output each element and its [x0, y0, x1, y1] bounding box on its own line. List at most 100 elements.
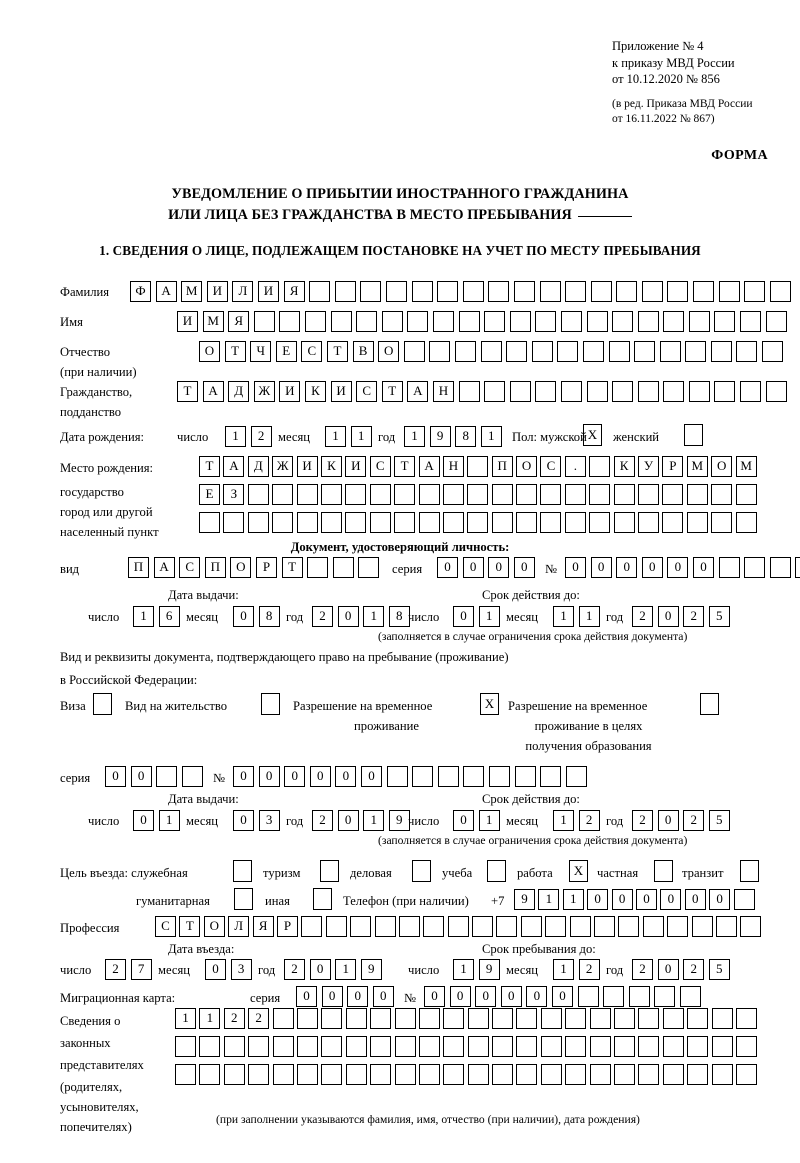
cell[interactable] [181, 766, 203, 787]
cell[interactable] [735, 484, 757, 505]
cell[interactable]: Д [247, 456, 269, 477]
cell[interactable]: 2 [632, 606, 653, 627]
cell[interactable]: А [223, 456, 245, 477]
cell[interactable] [654, 986, 676, 1007]
cell[interactable]: Т [199, 456, 220, 477]
cell[interactable] [637, 381, 659, 402]
cell[interactable] [577, 986, 599, 1007]
cell[interactable] [540, 1064, 562, 1085]
cell[interactable] [614, 1008, 636, 1029]
cell[interactable]: Е [199, 484, 220, 505]
cell[interactable] [429, 341, 451, 362]
cell[interactable] [491, 512, 513, 533]
cell[interactable] [769, 557, 791, 578]
cell[interactable] [765, 381, 787, 402]
cell[interactable] [589, 1008, 611, 1029]
cell[interactable] [272, 1036, 294, 1057]
cell[interactable]: 1 [553, 606, 574, 627]
cell[interactable]: 2 [683, 959, 705, 980]
cell[interactable]: 0 [309, 959, 331, 980]
cell[interactable]: 1 [478, 606, 500, 627]
cell[interactable]: И [296, 456, 318, 477]
permit-tempedu-checkbox[interactable] [700, 693, 719, 715]
cell[interactable] [769, 281, 791, 302]
cell[interactable] [492, 1036, 514, 1057]
cell[interactable] [360, 281, 382, 302]
cell[interactable] [662, 1036, 684, 1057]
cell[interactable]: Р [662, 456, 684, 477]
cell[interactable] [296, 484, 318, 505]
cell[interactable]: 0 [233, 606, 254, 627]
cell[interactable] [385, 281, 407, 302]
cell[interactable]: 0 [233, 810, 254, 831]
cell[interactable] [736, 341, 758, 362]
cell[interactable] [540, 484, 562, 505]
cell[interactable] [418, 1064, 440, 1085]
cell[interactable]: 0 [641, 557, 663, 578]
cell[interactable]: 0 [130, 766, 152, 787]
cell[interactable] [565, 1008, 587, 1029]
cell[interactable] [394, 1064, 416, 1085]
cell[interactable] [442, 484, 464, 505]
cell[interactable]: 6 [158, 606, 180, 627]
cell[interactable] [733, 889, 755, 910]
cell[interactable] [618, 916, 640, 937]
cell[interactable]: 0 [692, 557, 714, 578]
cell[interactable] [437, 766, 459, 787]
cell[interactable]: А [153, 557, 175, 578]
cell[interactable] [496, 916, 518, 937]
cell[interactable]: 9 [388, 810, 410, 831]
cell[interactable] [484, 381, 506, 402]
cell[interactable]: О [516, 456, 538, 477]
cell[interactable] [398, 916, 420, 937]
cell[interactable] [296, 512, 318, 533]
purpose-study-checkbox[interactable] [487, 860, 506, 882]
cell[interactable]: С [179, 557, 201, 578]
cell[interactable]: М [686, 456, 708, 477]
cell[interactable] [394, 1008, 416, 1029]
cell[interactable]: Т [381, 381, 403, 402]
cell[interactable] [667, 916, 689, 937]
cell[interactable] [272, 1008, 294, 1029]
cell[interactable]: И [279, 381, 301, 402]
cell[interactable] [442, 512, 464, 533]
cell[interactable]: О [199, 341, 220, 362]
cell[interactable] [407, 311, 429, 332]
cell[interactable] [514, 766, 536, 787]
cell[interactable]: 0 [500, 986, 522, 1007]
purpose-other-checkbox[interactable] [313, 888, 332, 910]
cell[interactable] [418, 512, 440, 533]
cell[interactable]: Д [228, 381, 250, 402]
cell[interactable] [516, 512, 538, 533]
cell[interactable] [582, 341, 604, 362]
cell[interactable] [565, 766, 587, 787]
cell[interactable]: 1 [480, 426, 502, 447]
cell[interactable] [321, 1008, 343, 1029]
cell[interactable]: 2 [683, 810, 705, 831]
cell[interactable] [374, 916, 396, 937]
cell[interactable]: Р [276, 916, 298, 937]
cell[interactable]: 1 [453, 959, 474, 980]
cell[interactable]: 2 [250, 426, 272, 447]
cell[interactable]: А [155, 281, 177, 302]
cell[interactable] [513, 281, 535, 302]
cell[interactable] [531, 341, 553, 362]
cell[interactable]: И [206, 281, 228, 302]
cell[interactable] [472, 916, 494, 937]
purpose-transit-checkbox[interactable] [740, 860, 759, 882]
cell[interactable] [744, 281, 766, 302]
cell[interactable] [454, 341, 476, 362]
cell[interactable] [403, 341, 425, 362]
cell[interactable] [586, 311, 608, 332]
cell[interactable]: 2 [683, 606, 705, 627]
cell[interactable]: 0 [233, 766, 254, 787]
cell[interactable] [321, 1036, 343, 1057]
cell[interactable]: Л [232, 281, 254, 302]
cell[interactable] [516, 1008, 538, 1029]
permit-residence-checkbox[interactable] [261, 693, 280, 715]
